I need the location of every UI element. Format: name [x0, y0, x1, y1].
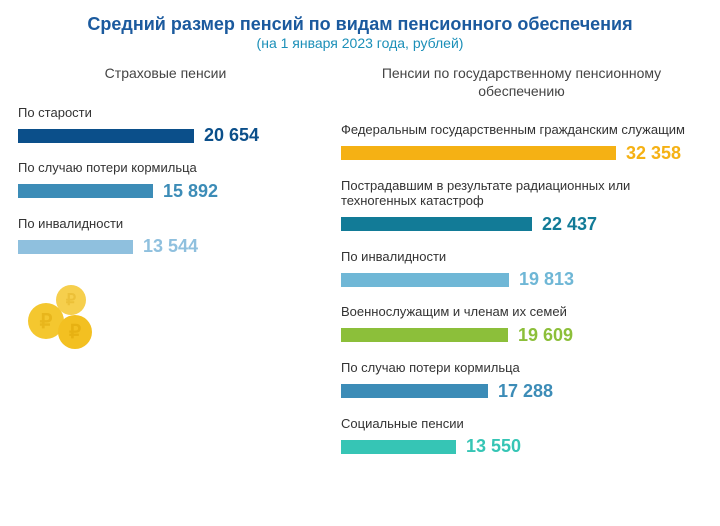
bar-row: Федеральным государственным гражданским …: [341, 122, 702, 164]
column-insurance-heading: Страховые пенсии: [18, 65, 313, 83]
bar-line: 13 550: [341, 436, 702, 457]
bar-label: Социальные пенсии: [341, 416, 702, 432]
bar-line: 17 288: [341, 381, 702, 402]
bar-line: 22 437: [341, 214, 702, 235]
bar: [341, 146, 616, 160]
bar-line: 32 358: [341, 143, 702, 164]
bar-label: По случаю потери кормильца: [341, 360, 702, 376]
bar-value: 19 609: [518, 325, 573, 346]
bar-line: 19 813: [341, 269, 702, 290]
column-state-heading: Пенсии по государственному пенсионному о…: [341, 65, 702, 100]
bar-value: 13 544: [143, 236, 198, 257]
bar-label: По инвалидности: [341, 249, 702, 265]
bar: [341, 440, 456, 454]
bar-value: 15 892: [163, 181, 218, 202]
bar-line: 19 609: [341, 325, 702, 346]
bar-label: По случаю потери кормильца: [18, 160, 313, 176]
bar-row: По случаю потери кормильца 15 892: [18, 160, 313, 202]
bar-value: 22 437: [542, 214, 597, 235]
bar-row: По инвалидности 19 813: [341, 249, 702, 291]
bar-label: По инвалидности: [18, 216, 313, 232]
bar: [341, 273, 509, 287]
bar-label: Военнослужащим и членам их семей: [341, 304, 702, 320]
bar-value: 20 654: [204, 125, 259, 146]
bar-row: Пострадавшим в результате радиационных и…: [341, 178, 702, 235]
bar: [341, 217, 532, 231]
coin-icon: ₽: [56, 285, 86, 315]
title-block: Средний размер пенсий по видам пенсионно…: [18, 14, 702, 51]
bar-line: 15 892: [18, 181, 313, 202]
column-state-bars: Федеральным государственным гражданским …: [341, 122, 702, 457]
main-title: Средний размер пенсий по видам пенсионно…: [18, 14, 702, 35]
subtitle: (на 1 января 2023 года, рублей): [18, 35, 702, 51]
bar-row: По инвалидности 13 544: [18, 216, 313, 258]
coins-icon: ₽₽₽: [28, 285, 118, 365]
chart-root: Средний размер пенсий по видам пенсионно…: [0, 0, 720, 481]
bar: [18, 240, 133, 254]
bar-value: 17 288: [498, 381, 553, 402]
bar-label: Федеральным государственным гражданским …: [341, 122, 702, 138]
coin-icon: ₽: [58, 315, 92, 349]
bar-line: 20 654: [18, 125, 313, 146]
bar-label: Пострадавшим в результате радиационных и…: [341, 178, 702, 209]
column-state: Пенсии по государственному пенсионному о…: [341, 65, 702, 471]
bar-row: Военнослужащим и членам их семей 19 609: [341, 304, 702, 346]
column-insurance-bars: По старости 20 654 По случаю потери кормил…: [18, 105, 313, 258]
bar: [341, 328, 508, 342]
bar-row: По случаю потери кормильца 17 288: [341, 360, 702, 402]
bar-line: 13 544: [18, 236, 313, 257]
bar-label: По старости: [18, 105, 313, 121]
bar: [18, 129, 194, 143]
column-insurance: Страховые пенсии По старости 20 654 По слу…: [18, 65, 313, 471]
bar-value: 32 358: [626, 143, 681, 164]
columns: Страховые пенсии По старости 20 654 По слу…: [18, 65, 702, 471]
bar-row: Социальные пенсии 13 550: [341, 416, 702, 458]
bar-row: По старости 20 654: [18, 105, 313, 147]
bar: [18, 184, 153, 198]
bar-value: 19 813: [519, 269, 574, 290]
bar-value: 13 550: [466, 436, 521, 457]
bar: [341, 384, 488, 398]
